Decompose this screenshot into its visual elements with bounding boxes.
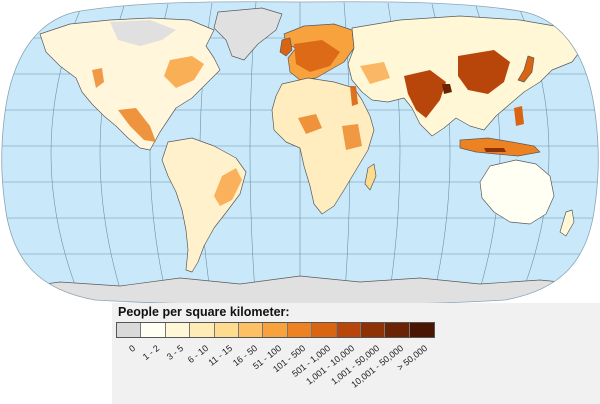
madagascar [364,163,377,191]
legend-swatch [117,323,142,337]
legend-swatch [385,323,410,337]
legend-label: 1 - 2 [140,343,162,362]
west-europe-density [294,40,340,72]
legend-swatch [263,323,288,337]
australia [479,159,555,225]
nigeria-density [298,114,322,134]
legend-title: People per square kilometer: [118,305,290,319]
legend-swatch [214,323,239,337]
california-density [92,68,104,88]
philippines-density [514,106,524,126]
southeast-asia-islands [459,137,541,157]
japan [517,55,535,83]
nile-density [350,86,358,106]
legend-swatch [287,323,313,337]
middle-east-density [360,62,390,84]
legend-swatch [336,323,361,337]
legend-swatch [238,323,264,337]
new-zealand [559,209,575,237]
india-density [404,70,446,118]
bangladesh-density [442,84,452,94]
legend-swatches [116,322,436,338]
legend-label: 0 [126,343,137,354]
legend-swatch [312,323,337,337]
java-density [484,148,506,152]
antarctica [1,275,599,305]
legend-swatch [165,323,191,337]
legend-swatch [190,323,215,337]
central-america-density [118,108,156,142]
east-africa-density [342,124,362,150]
legend-swatch [360,323,386,337]
north-america [39,17,221,151]
greenland [213,7,283,61]
legend-swatch [409,323,435,337]
legend-label: 11 - 15 [206,343,235,368]
density-hotspots [92,40,524,206]
legend-label: 3 - 5 [165,343,186,362]
legend-swatch [141,323,166,337]
legend-label: 6 - 10 [185,343,210,366]
brazil-coast-density [214,168,242,206]
british-isles [279,37,293,57]
china-density [458,50,510,94]
east-us-density [164,56,204,88]
south-america [161,137,247,273]
